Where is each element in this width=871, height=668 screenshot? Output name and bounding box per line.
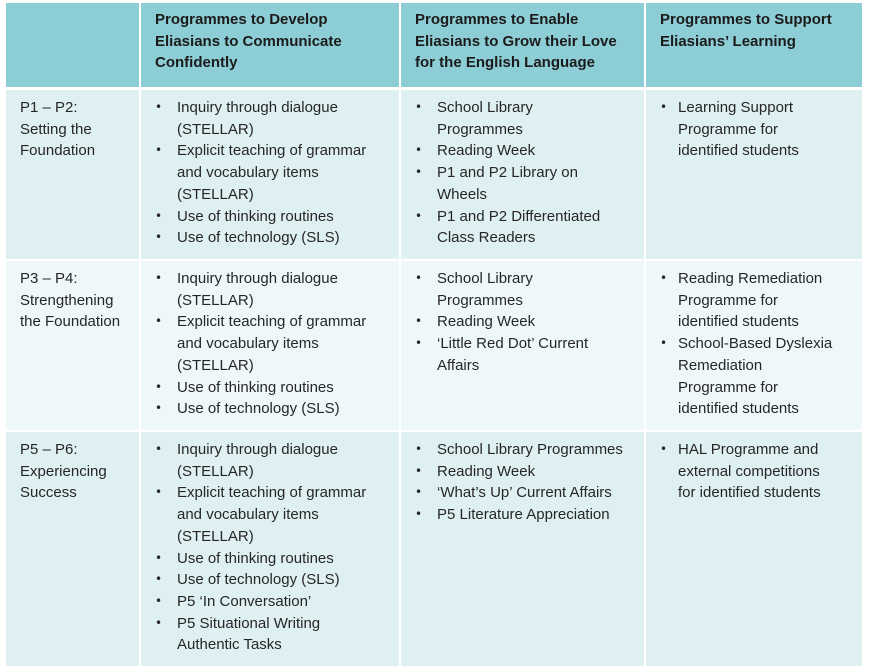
list-item: Reading Week: [415, 140, 620, 162]
list-item: School Library Programmes: [415, 439, 630, 461]
list-item: P5 Situational Writing Authentic Tasks: [155, 613, 373, 656]
header-love: Programmes to Enable Eliasians to Grow t…: [400, 3, 646, 90]
love-list: School Library Programmes Reading Week P…: [415, 97, 620, 249]
stage-cell: P3 – P4: Strengthening the Foundation: [6, 260, 141, 432]
stage-label: P5 – P6: Experiencing Success: [20, 441, 107, 502]
communicate-cell: Inquiry through dialogue (STELLAR) Expli…: [140, 88, 401, 261]
stage-cell: P1 – P2: Setting the Foundation: [6, 88, 141, 261]
support-cell: Reading Remediation Programme for identi…: [645, 260, 864, 432]
communicate-cell: Inquiry through dialogue (STELLAR) Expli…: [140, 260, 401, 432]
support-cell: HAL Programme and external competitions …: [645, 431, 864, 668]
table-row: P3 – P4: Strengthening the Foundation In…: [6, 260, 864, 432]
list-item: Use of technology (SLS): [155, 569, 373, 591]
list-item: Explicit teaching of grammar and vocabul…: [155, 482, 373, 547]
support-list: Learning Support Programme for identifie…: [660, 97, 840, 162]
list-item: P5 ‘In Conversation’: [155, 591, 373, 613]
list-item: ‘What’s Up’ Current Affairs: [415, 482, 630, 504]
header-support: Programmes to Support Eliasians’ Learnin…: [645, 3, 864, 90]
list-item: Explicit teaching of grammar and vocabul…: [155, 311, 373, 376]
stage-cell: P5 – P6: Experiencing Success: [6, 431, 141, 668]
list-item: ‘Little Red Dot’ Current Affairs: [415, 333, 615, 376]
love-cell: School Library Programmes Reading Week ‘…: [400, 260, 646, 432]
love-cell: School Library Programmes Reading Week P…: [400, 88, 646, 261]
header-stage: [6, 3, 141, 90]
list-item: School-Based Dyslexia Remediation Progra…: [660, 333, 840, 420]
love-list: School Library Programmes Reading Week ‘…: [415, 268, 615, 377]
communicate-cell: Inquiry through dialogue (STELLAR) Expli…: [140, 431, 401, 668]
list-item: Use of thinking routines: [155, 548, 373, 570]
header-communicate: Programmes to Develop Eliasians to Commu…: [140, 3, 401, 90]
list-item: Explicit teaching of grammar and vocabul…: [155, 140, 373, 205]
list-item: HAL Programme and external competitions …: [660, 439, 840, 504]
list-item: Use of thinking routines: [155, 206, 373, 228]
programmes-table: Programmes to Develop Eliasians to Commu…: [6, 3, 864, 668]
support-list: Reading Remediation Programme for identi…: [660, 268, 840, 420]
love-cell: School Library Programmes Reading Week ‘…: [400, 431, 646, 668]
list-item: Reading Week: [415, 311, 615, 333]
list-item: P1 and P2 Library on Wheels: [415, 162, 620, 205]
list-item: Inquiry through dialogue (STELLAR): [155, 97, 373, 140]
communicate-list: Inquiry through dialogue (STELLAR) Expli…: [155, 268, 373, 420]
support-list: HAL Programme and external competitions …: [660, 439, 840, 504]
list-item: School Library Programmes: [415, 97, 620, 140]
list-item: Use of technology (SLS): [155, 227, 373, 249]
communicate-list: Inquiry through dialogue (STELLAR) Expli…: [155, 97, 373, 249]
stage-label: P3 – P4: Strengthening the Foundation: [20, 270, 121, 331]
list-item: P5 Literature Appreciation: [415, 504, 630, 526]
list-item: Inquiry through dialogue (STELLAR): [155, 439, 373, 482]
list-item: Learning Support Programme for identifie…: [660, 97, 840, 162]
table-row: P5 – P6: Experiencing Success Inquiry th…: [6, 431, 864, 668]
list-item: Inquiry through dialogue (STELLAR): [155, 268, 373, 311]
header-row: Programmes to Develop Eliasians to Commu…: [6, 3, 864, 90]
list-item: Use of technology (SLS): [155, 398, 373, 420]
list-item: Reading Week: [415, 461, 630, 483]
list-item: Reading Remediation Programme for identi…: [660, 268, 840, 333]
table-row: P1 – P2: Setting the Foundation Inquiry …: [6, 88, 864, 261]
list-item: School Library Programmes: [415, 268, 615, 311]
list-item: P1 and P2 Differentiated Class Readers: [415, 206, 620, 249]
communicate-list: Inquiry through dialogue (STELLAR) Expli…: [155, 439, 373, 656]
list-item: Use of thinking routines: [155, 377, 373, 399]
love-list: School Library Programmes Reading Week ‘…: [415, 439, 630, 526]
stage-label: P1 – P2: Setting the Foundation: [20, 99, 96, 160]
support-cell: Learning Support Programme for identifie…: [645, 88, 864, 261]
